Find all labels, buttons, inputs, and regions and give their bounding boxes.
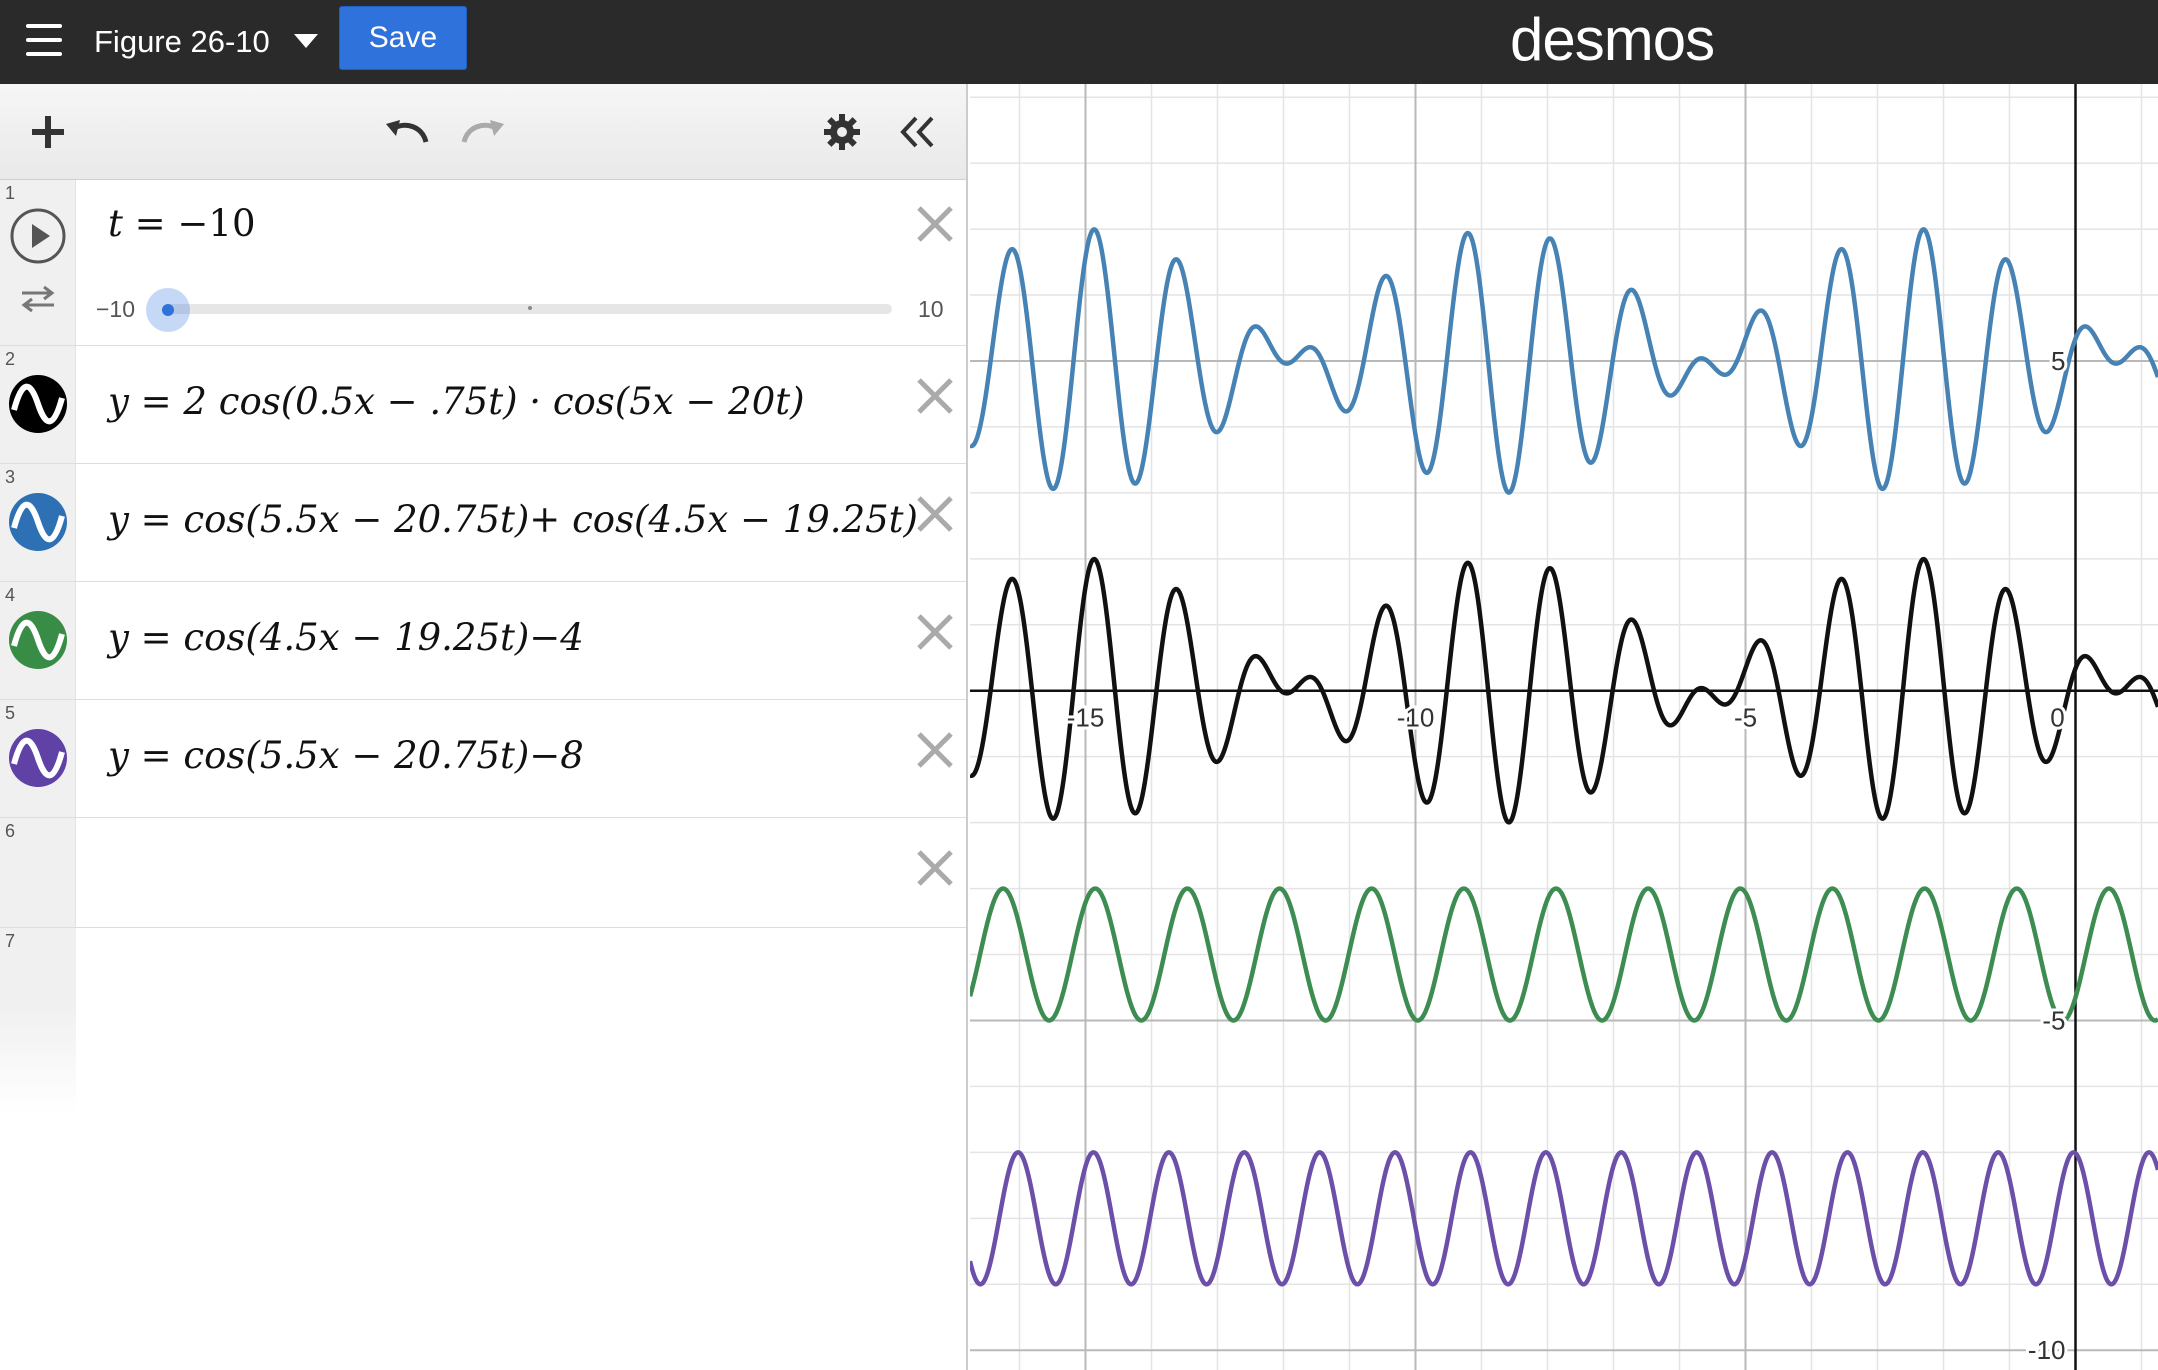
expression-row-new[interactable]: 7: [0, 928, 966, 1004]
graph-color-wave-icon[interactable]: [8, 374, 68, 434]
expression-index: 3: [5, 467, 16, 487]
graph-canvas[interactable]: -15 -10 -5 0 5 -5 -10: [970, 84, 2158, 1370]
y-tick-label: 5: [2051, 346, 2065, 376]
gutter-fade: [0, 1004, 76, 1114]
expression-index: 1: [5, 183, 16, 203]
purple-wave-curve: [970, 1150, 2158, 1287]
delete-icon[interactable]: [913, 492, 957, 536]
y-tick-label: -10: [2028, 1335, 2066, 1365]
slider-handle[interactable]: [146, 288, 190, 332]
graph-color-wave-icon[interactable]: [8, 728, 68, 788]
x-tick-label: -10: [1397, 703, 1435, 733]
expression-gutter: 7: [0, 928, 76, 1004]
expression-gutter: 6: [0, 818, 76, 927]
x-tick-label: -5: [1734, 703, 1757, 733]
slider-zero-tick: [528, 306, 532, 310]
slider-expression[interactable]: t = −10: [108, 202, 256, 245]
desmos-logo: desmos: [1510, 6, 1715, 73]
delete-icon[interactable]: [913, 374, 957, 418]
collapse-panel-icon[interactable]: [898, 114, 938, 150]
undo-icon[interactable]: [382, 112, 432, 152]
slider-value: −10: [177, 202, 256, 245]
slider-variable: t: [108, 202, 123, 245]
expression-gutter: 5: [0, 700, 76, 817]
graph-title[interactable]: Figure 26-10: [94, 24, 270, 59]
expression-latex[interactable]: y = 2 cos(0.5x − .75t) · cos(5x − 20t): [108, 380, 805, 423]
slider-max-label[interactable]: 10: [918, 296, 944, 322]
expression-latex[interactable]: y = cos(5.5x − 20.75t)+ cos(4.5x − 19.25…: [108, 498, 918, 541]
x-tick-label: 0: [2050, 703, 2064, 733]
graph-color-wave-icon[interactable]: [8, 610, 68, 670]
redo-icon[interactable]: [458, 112, 508, 152]
chevron-down-icon[interactable]: [294, 34, 318, 48]
expression-row-empty[interactable]: 6: [0, 818, 966, 928]
expression-panel: 1 t = −10 −10 10 2: [0, 84, 968, 1370]
expression-row[interactable]: 2 y = 2 cos(0.5x − .75t) · cos(5x − 20t): [0, 346, 966, 464]
blue-sum-curve: [970, 227, 2158, 495]
loop-mode-icon[interactable]: [20, 284, 56, 314]
expression-index: 6: [5, 821, 16, 841]
expression-gutter: 3: [0, 464, 76, 581]
expression-latex[interactable]: y = cos(5.5x − 20.75t)−8: [108, 734, 584, 777]
expression-gutter: 1: [0, 180, 76, 345]
expression-toolbar: [0, 84, 966, 180]
play-icon[interactable]: [8, 206, 68, 266]
x-tick-label: -15: [1067, 703, 1105, 733]
delete-icon[interactable]: [913, 610, 957, 654]
expression-index: 4: [5, 585, 16, 605]
delete-icon[interactable]: [913, 202, 957, 246]
expression-gutter: 4: [0, 582, 76, 699]
gear-icon[interactable]: [822, 112, 862, 152]
green-wave-curve: [970, 886, 2158, 1023]
y-tick-label: -5: [2042, 1005, 2065, 1035]
delete-icon[interactable]: [913, 728, 957, 772]
expression-latex[interactable]: y = cos(4.5x − 19.25t)−4: [108, 616, 584, 659]
expression-index: 5: [5, 703, 16, 723]
expression-index: 2: [5, 349, 16, 369]
add-item-icon[interactable]: [28, 112, 68, 152]
expression-row-slider[interactable]: 1 t = −10 −10 10: [0, 180, 966, 346]
slider-min-label[interactable]: −10: [96, 296, 136, 322]
graph-color-wave-icon[interactable]: [8, 492, 68, 552]
expression-row[interactable]: 3 y = cos(5.5x − 20.75t)+ cos(4.5x − 19.…: [0, 464, 966, 582]
expression-gutter: 2: [0, 346, 76, 463]
hamburger-menu-icon[interactable]: [18, 18, 70, 64]
delete-icon[interactable]: [913, 846, 957, 890]
save-button[interactable]: Save: [339, 6, 467, 70]
expression-row[interactable]: 5 y = cos(5.5x − 20.75t)−8: [0, 700, 966, 818]
expression-index: 7: [5, 931, 16, 951]
top-bar: Figure 26-10 Save desmos: [0, 0, 2158, 84]
black-product-curve: [970, 556, 2158, 825]
graph-paper[interactable]: -15 -10 -5 0 5 -5 -10: [970, 84, 2158, 1370]
expression-row[interactable]: 4 y = cos(4.5x − 19.25t)−4: [0, 582, 966, 700]
